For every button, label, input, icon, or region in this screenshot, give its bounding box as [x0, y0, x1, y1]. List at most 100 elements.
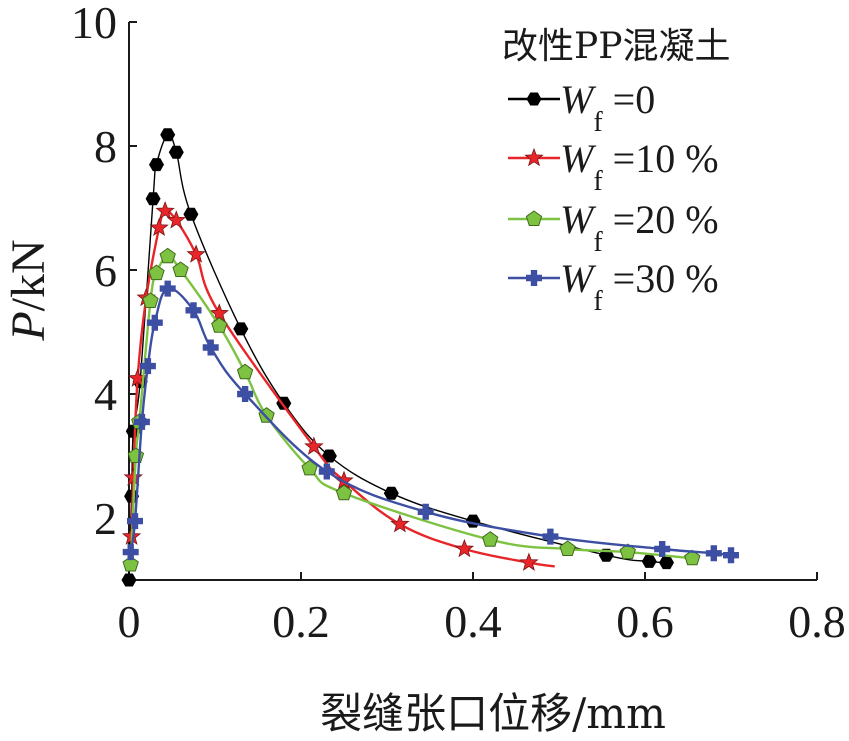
data-point-star	[166, 210, 186, 229]
data-point-star	[454, 538, 475, 558]
y-tick-label: 2	[94, 493, 117, 544]
data-point-hexagon	[149, 158, 164, 172]
data-point-pentagon	[148, 264, 165, 281]
legend-label-sub: f	[593, 107, 603, 138]
data-point-plus	[654, 541, 671, 557]
data-point-plus	[202, 339, 219, 356]
data-point-hexagon	[121, 573, 137, 587]
y-tick-labels: 2 4 6 8 10	[71, 0, 117, 544]
legend-label-sub: f	[593, 227, 603, 258]
legend-entry: Wf =0	[508, 77, 655, 138]
data-point-plus	[159, 280, 176, 297]
series-line	[129, 255, 693, 565]
legend-label: Wf =10 %	[560, 136, 719, 197]
data-point-hexagon	[145, 192, 161, 206]
data-point-pentagon	[619, 543, 636, 560]
legend-label-var: W	[560, 136, 597, 181]
series-line	[129, 287, 732, 557]
y-axis-label: P/kN	[2, 239, 55, 341]
legend-entry: Wf =20 %	[508, 197, 719, 258]
data-point-plus	[542, 528, 559, 545]
data-point-pentagon	[684, 549, 701, 566]
legend-label-value: =10 %	[603, 136, 719, 181]
series-line	[130, 209, 555, 568]
data-point-plus	[526, 270, 542, 286]
data-point-star	[186, 244, 206, 263]
y-tick-label: 8	[94, 121, 117, 172]
legend-label-sub: f	[593, 166, 603, 197]
y-axis-unit: /kN	[2, 239, 55, 311]
legend-title: 改性PP混凝土	[502, 26, 730, 67]
data-point-plus	[139, 358, 156, 375]
x-axis-label: 裂缝张口位移/mm	[320, 689, 666, 738]
legend-label: Wf =20 %	[560, 197, 719, 258]
data-point-pentagon	[559, 540, 576, 556]
series-pentagon	[122, 247, 701, 572]
series-layer	[121, 128, 739, 587]
legend-label-value: =0	[603, 77, 656, 122]
data-point-pentagon	[122, 555, 139, 572]
x-tick-label: 0.8	[788, 596, 846, 647]
legend-label-var: W	[560, 256, 597, 301]
y-tick-label: 4	[94, 369, 117, 420]
data-point-hexagon	[383, 486, 399, 500]
y-axis-variable: P	[2, 311, 55, 341]
legend-entry: Wf =30 %	[508, 256, 719, 317]
data-point-star	[390, 514, 410, 533]
x-tick-label: 0.4	[444, 596, 502, 647]
data-point-pentagon	[142, 292, 159, 308]
data-point-plus	[705, 545, 722, 562]
data-point-plus	[318, 463, 335, 480]
data-point-hexagon	[168, 145, 184, 159]
x-tick-label: 0.6	[616, 596, 674, 647]
data-point-pentagon	[127, 447, 145, 463]
legend-label-value: =30 %	[603, 256, 719, 301]
data-point-star	[123, 467, 143, 486]
x-tick-labels: 0 0.2 0.4 0.6 0.8	[118, 596, 846, 647]
data-point-plus	[185, 302, 202, 319]
data-point-plus	[237, 386, 254, 402]
data-point-hexagon	[526, 92, 542, 106]
y-tick-label: 6	[94, 245, 117, 296]
data-point-plus	[133, 413, 150, 430]
data-point-hexagon	[641, 554, 657, 568]
data-point-hexagon	[659, 556, 674, 570]
legend-label-sub: f	[593, 286, 603, 317]
data-point-star	[149, 217, 169, 237]
legend: 改性PP混凝土 Wf =0Wf =10 %Wf =20 %Wf =30 %	[502, 26, 730, 317]
data-point-star	[519, 552, 539, 571]
data-point-hexagon	[233, 322, 249, 336]
data-point-hexagon	[321, 449, 337, 463]
data-point-plus	[122, 544, 139, 561]
data-point-hexagon	[160, 128, 176, 142]
data-point-star	[155, 200, 175, 220]
series-star	[121, 200, 555, 571]
y-tick-label: 10	[71, 0, 117, 48]
data-point-star	[524, 147, 544, 167]
data-point-pentagon	[236, 363, 254, 380]
legend-label: Wf =0	[560, 77, 655, 138]
data-point-pentagon	[172, 261, 189, 277]
legend-label-var: W	[560, 77, 597, 122]
x-tick-label: 0.2	[272, 596, 330, 647]
x-tick-label: 0	[118, 596, 141, 647]
tick-marks	[128, 21, 818, 580]
data-point-star	[304, 436, 324, 455]
data-point-plus	[127, 513, 143, 530]
data-point-pentagon	[159, 247, 176, 264]
data-point-plus	[723, 547, 739, 564]
data-point-hexagon	[183, 207, 199, 221]
data-point-pentagon	[525, 210, 543, 226]
data-point-pentagon	[258, 407, 275, 423]
legend-entry: Wf =10 %	[508, 136, 719, 197]
data-point-pentagon	[482, 531, 499, 547]
legend-label-value: =20 %	[603, 197, 719, 242]
data-point-pentagon	[211, 317, 228, 333]
data-point-plus	[417, 503, 434, 520]
legend-label: Wf =30 %	[560, 256, 719, 317]
legend-label-var: W	[560, 197, 597, 242]
axes	[128, 22, 817, 581]
series-plus	[122, 280, 739, 564]
data-point-pentagon	[335, 484, 353, 501]
